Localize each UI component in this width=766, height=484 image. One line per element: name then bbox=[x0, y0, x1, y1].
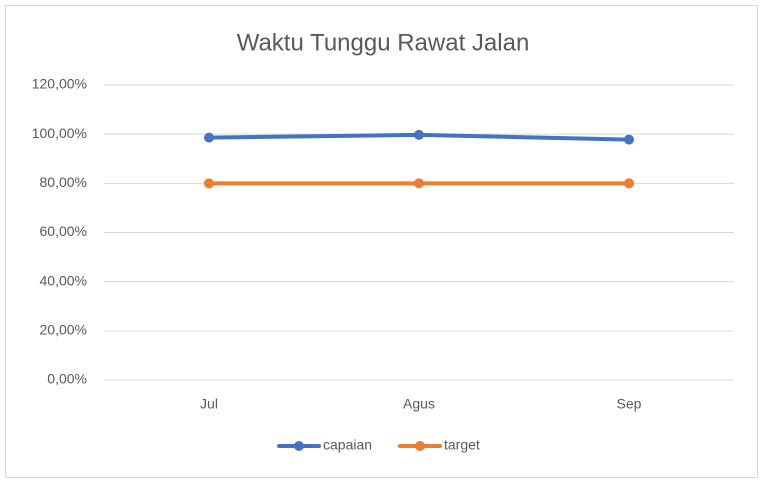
y-tick-label: 100,00% bbox=[32, 125, 87, 141]
data-point bbox=[414, 129, 424, 140]
data-point bbox=[204, 178, 214, 189]
y-tick-label: 60,00% bbox=[40, 223, 87, 239]
y-tick-label: 80,00% bbox=[40, 174, 87, 190]
chart-frame bbox=[5, 5, 758, 478]
x-tick-label: Sep bbox=[617, 396, 642, 412]
x-tick-label: Jul bbox=[200, 396, 218, 412]
legend-label: capaian bbox=[323, 437, 372, 453]
y-tick-label: 0,00% bbox=[47, 371, 87, 387]
y-tick-label: 20,00% bbox=[40, 322, 87, 338]
data-point bbox=[414, 178, 424, 189]
data-point bbox=[624, 178, 634, 189]
data-point bbox=[624, 134, 634, 145]
legend-marker bbox=[415, 441, 425, 451]
legend-label: target bbox=[444, 437, 480, 453]
legend-marker bbox=[294, 441, 304, 451]
data-point bbox=[204, 132, 214, 143]
x-tick-label: Agus bbox=[403, 396, 435, 412]
y-tick-label: 120,00% bbox=[32, 76, 87, 92]
y-tick-label: 40,00% bbox=[40, 272, 87, 288]
chart-title: Waktu Tunggu Rawat Jalan bbox=[237, 29, 530, 56]
